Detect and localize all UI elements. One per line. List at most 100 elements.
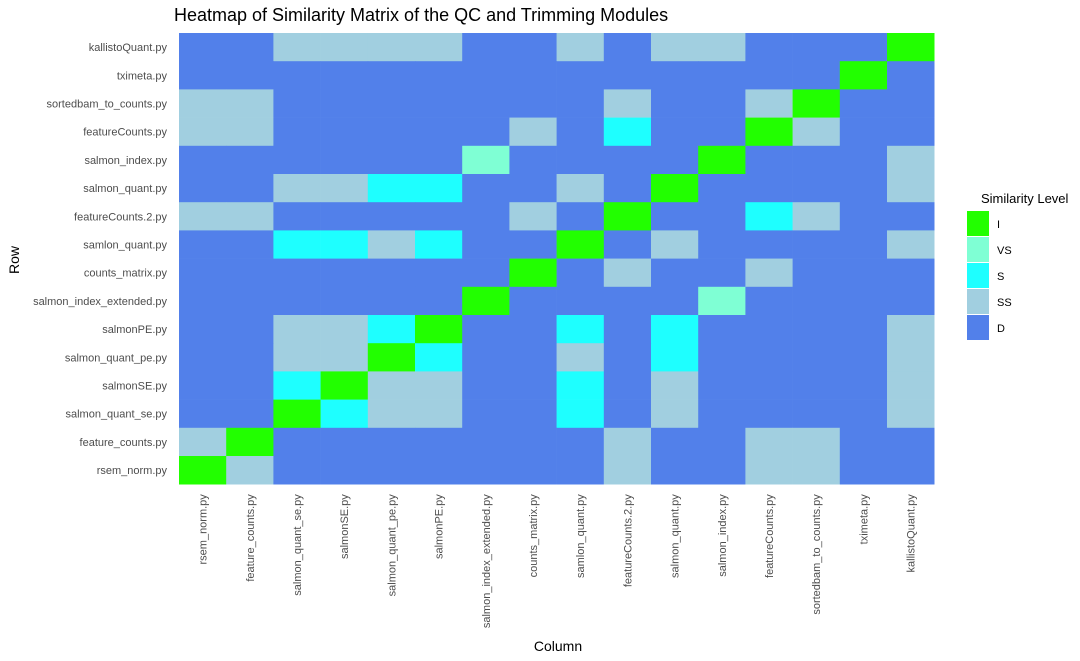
heatmap-cell bbox=[226, 315, 274, 344]
heatmap-cell bbox=[367, 33, 416, 62]
legend-label: VS bbox=[997, 245, 1012, 257]
heatmap-cell bbox=[603, 258, 652, 288]
heatmap-cell bbox=[792, 286, 841, 316]
heatmap-cell bbox=[367, 89, 416, 118]
heatmap-cell bbox=[887, 286, 935, 316]
heatmap-cell bbox=[226, 230, 274, 259]
heatmap-cell bbox=[320, 33, 369, 62]
heatmap-cell bbox=[792, 202, 841, 231]
heatmap-cell bbox=[179, 174, 227, 203]
heatmap-cell bbox=[745, 33, 793, 62]
heatmap-cell bbox=[887, 89, 935, 118]
heatmap-cell bbox=[415, 343, 463, 372]
heatmap-cell bbox=[745, 427, 793, 457]
heatmap-cell bbox=[226, 33, 274, 62]
heatmap-cell bbox=[603, 33, 652, 62]
heatmap-cell bbox=[651, 174, 699, 203]
heatmap-cell bbox=[226, 371, 274, 400]
heatmap-cell bbox=[226, 145, 274, 175]
heatmap-cell bbox=[651, 258, 699, 288]
heatmap-cell bbox=[792, 456, 841, 485]
heatmap-cell bbox=[179, 456, 227, 485]
heatmap-cell bbox=[792, 33, 841, 62]
column-tick-label: sortedbam_to_counts.py bbox=[811, 494, 823, 615]
row-tick-label: sortedbam_to_counts.py bbox=[47, 99, 168, 111]
heatmap-cell bbox=[226, 174, 274, 203]
heatmap-cell bbox=[698, 427, 746, 457]
heatmap-cell bbox=[887, 174, 935, 203]
row-tick-label: salmonSE.py bbox=[102, 381, 167, 393]
heatmap-cell bbox=[367, 315, 416, 344]
legend-swatch bbox=[967, 237, 989, 262]
heatmap-cell bbox=[556, 343, 605, 372]
heatmap-cell bbox=[367, 399, 416, 429]
heatmap-cell bbox=[603, 230, 652, 259]
column-tick-label: salmon_quant_se.py bbox=[292, 494, 304, 596]
legend-label: I bbox=[997, 219, 1000, 231]
heatmap-cell bbox=[603, 145, 652, 175]
heatmap-cell bbox=[273, 145, 321, 175]
row-tick-label: samlon_quant.py bbox=[83, 240, 167, 252]
heatmap-cell bbox=[698, 258, 746, 288]
heatmap-cell bbox=[273, 456, 321, 485]
heatmap-cell bbox=[603, 286, 652, 316]
heatmap-cell bbox=[320, 117, 369, 147]
heatmap-cell bbox=[367, 230, 416, 259]
heatmap-cell bbox=[839, 117, 888, 147]
heatmap-cell bbox=[462, 117, 510, 147]
heatmap-cell bbox=[792, 61, 841, 90]
heatmap-cell bbox=[179, 286, 227, 316]
heatmap-cell bbox=[415, 286, 463, 316]
heatmap-cell bbox=[179, 202, 227, 231]
row-tick-label: salmon_quant_se.py bbox=[65, 409, 167, 421]
row-tick-label: rsem_norm.py bbox=[97, 465, 168, 477]
heatmap-cell bbox=[226, 258, 274, 288]
heatmap-cell bbox=[367, 286, 416, 316]
heatmap-cell bbox=[651, 399, 699, 429]
row-tick-label: tximeta.py bbox=[117, 70, 168, 82]
heatmap-cell bbox=[509, 174, 557, 203]
heatmap-cell bbox=[462, 258, 510, 288]
heatmap-cell bbox=[839, 174, 888, 203]
heatmap-cell bbox=[273, 230, 321, 259]
heatmap-cell bbox=[698, 33, 746, 62]
x-axis-title: Column bbox=[534, 638, 582, 654]
heatmap-cell bbox=[839, 33, 888, 62]
heatmap-cell bbox=[179, 427, 227, 457]
heatmap-cell bbox=[698, 117, 746, 147]
heatmap-cell bbox=[320, 174, 369, 203]
heatmap-cell bbox=[179, 61, 227, 90]
heatmap-cell bbox=[603, 89, 652, 118]
heatmap-cell bbox=[556, 456, 605, 485]
column-tick-label: tximeta.py bbox=[858, 494, 870, 545]
heatmap-cell bbox=[887, 399, 935, 429]
heatmap-cell bbox=[320, 230, 369, 259]
heatmap-cell bbox=[792, 399, 841, 429]
heatmap-cell bbox=[273, 61, 321, 90]
heatmap-cell bbox=[651, 145, 699, 175]
heatmap-cell bbox=[839, 343, 888, 372]
heatmap-cell bbox=[745, 230, 793, 259]
heatmap-cell bbox=[792, 174, 841, 203]
heatmap-cell bbox=[462, 202, 510, 231]
heatmap-cell bbox=[226, 202, 274, 231]
heatmap-cell bbox=[320, 258, 369, 288]
heatmap-cells bbox=[179, 33, 935, 485]
row-tick-label: featureCounts.py bbox=[83, 127, 167, 139]
heatmap-cell bbox=[179, 33, 227, 62]
heatmap-cell bbox=[887, 33, 935, 62]
column-tick-label: salmon_quant.py bbox=[670, 494, 682, 578]
legend-swatch bbox=[967, 263, 989, 288]
heatmap-cell bbox=[320, 202, 369, 231]
heatmap-cell bbox=[556, 427, 605, 457]
heatmap-cell bbox=[887, 371, 935, 400]
column-tick-label: featureCounts.py bbox=[764, 494, 776, 578]
heatmap-cell bbox=[509, 145, 557, 175]
heatmap-cell bbox=[226, 61, 274, 90]
legend-swatch bbox=[967, 289, 989, 314]
heatmap-cell bbox=[509, 286, 557, 316]
heatmap-cell bbox=[745, 343, 793, 372]
heatmap-cell bbox=[462, 174, 510, 203]
heatmap-cell bbox=[226, 343, 274, 372]
heatmap-cell bbox=[415, 145, 463, 175]
